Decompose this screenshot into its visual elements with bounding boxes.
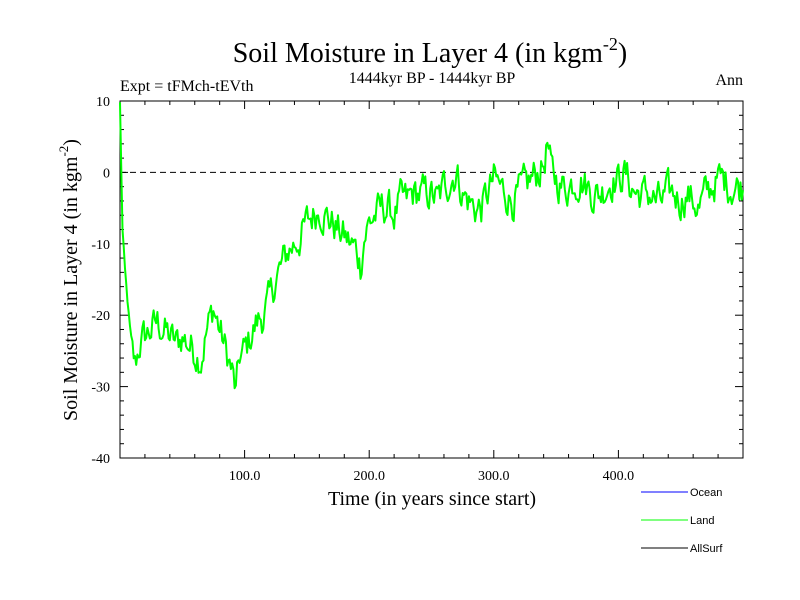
legend-label-ocean: Ocean — [690, 487, 722, 499]
x-axis-label: Time (in years since start) — [328, 488, 536, 510]
y-tick-label: -30 — [91, 381, 110, 396]
y-tick-label: 10 — [96, 95, 110, 110]
period-label: Ann — [715, 72, 743, 89]
series-line-land — [119, 102, 744, 390]
y-tick-label: -20 — [91, 309, 110, 324]
chart-subtitle: 1444kyr BP - 1444kyr BP — [349, 70, 516, 87]
legend: Ocean Land AllSurf — [641, 487, 723, 555]
y-tick-label: 0 — [103, 166, 110, 181]
y-axis-label: Soil Moisture in Layer 4 (in kgm-2) — [56, 139, 82, 421]
x-tick-label: 400.0 — [603, 469, 635, 484]
axis-ticks: 100.0 200.0 300.0 400.0 -40 -30 -20 -10 0 10 — [91, 95, 743, 484]
x-tick-label: 100.0 — [229, 469, 261, 484]
x-tick-label: 200.0 — [353, 469, 385, 484]
expt-label: Expt = tFMch-tEVth — [120, 78, 253, 95]
legend-label-land: Land — [690, 515, 714, 527]
legend-label-allsurf: AllSurf — [690, 543, 723, 555]
y-tick-label: -10 — [91, 238, 110, 253]
plot-frame — [119, 100, 744, 459]
y-tick-label: -40 — [91, 452, 110, 467]
chart-title: Soil Moisture in Layer 4 (in kgm-2) — [233, 34, 628, 69]
x-tick-label: 300.0 — [478, 469, 510, 484]
